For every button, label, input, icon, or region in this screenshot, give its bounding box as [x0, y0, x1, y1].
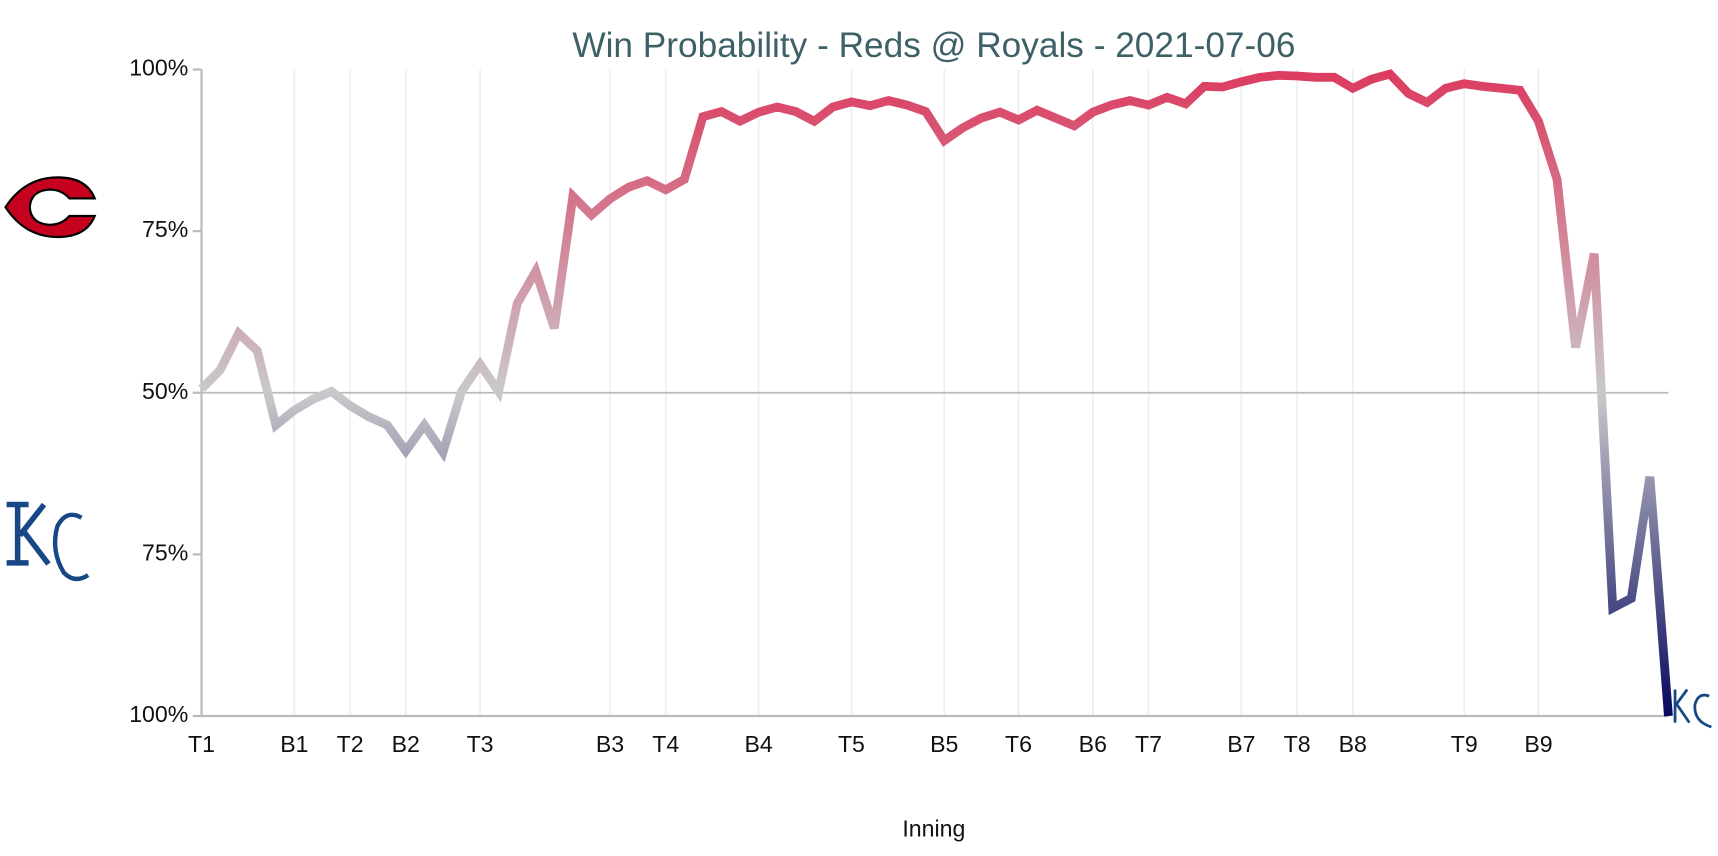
x-tick-label: T8	[1284, 731, 1311, 757]
x-tick-label: T1	[188, 731, 215, 757]
x-tick-label: T3	[467, 731, 494, 757]
x-tick-label: B6	[1079, 731, 1107, 757]
royals-logo-small	[1673, 688, 1712, 729]
win-probability-line	[198, 69, 1673, 717]
x-tick-label: T2	[337, 731, 364, 757]
y-tick-label: 100%	[129, 55, 188, 81]
x-tick-label: B1	[280, 731, 308, 757]
x-tick-label: B8	[1339, 731, 1367, 757]
x-tick-label: T7	[1135, 731, 1162, 757]
y-tick-label: 50%	[142, 378, 188, 404]
x-tick-label: T4	[652, 731, 679, 757]
x-tick-label: B3	[596, 731, 624, 757]
x-tick-label: B9	[1524, 731, 1552, 757]
x-tick-label: B5	[930, 731, 958, 757]
royals-logo	[6, 501, 90, 582]
x-tick-label: B4	[744, 731, 772, 757]
y-tick-label: 75%	[142, 539, 188, 565]
chart-title: Win Probability - Reds @ Royals - 2021-0…	[572, 26, 1295, 65]
x-tick-label: T9	[1451, 731, 1478, 757]
x-tick-label: B7	[1227, 731, 1255, 757]
reds-logo	[4, 176, 97, 239]
x-tick-label: T6	[1005, 731, 1032, 757]
y-tick-label: 100%	[129, 701, 188, 727]
y-tick-label: 75%	[142, 216, 188, 242]
x-axis-label: Inning	[902, 816, 965, 842]
x-tick-label: B2	[392, 731, 420, 757]
x-tick-label: T5	[838, 731, 865, 757]
